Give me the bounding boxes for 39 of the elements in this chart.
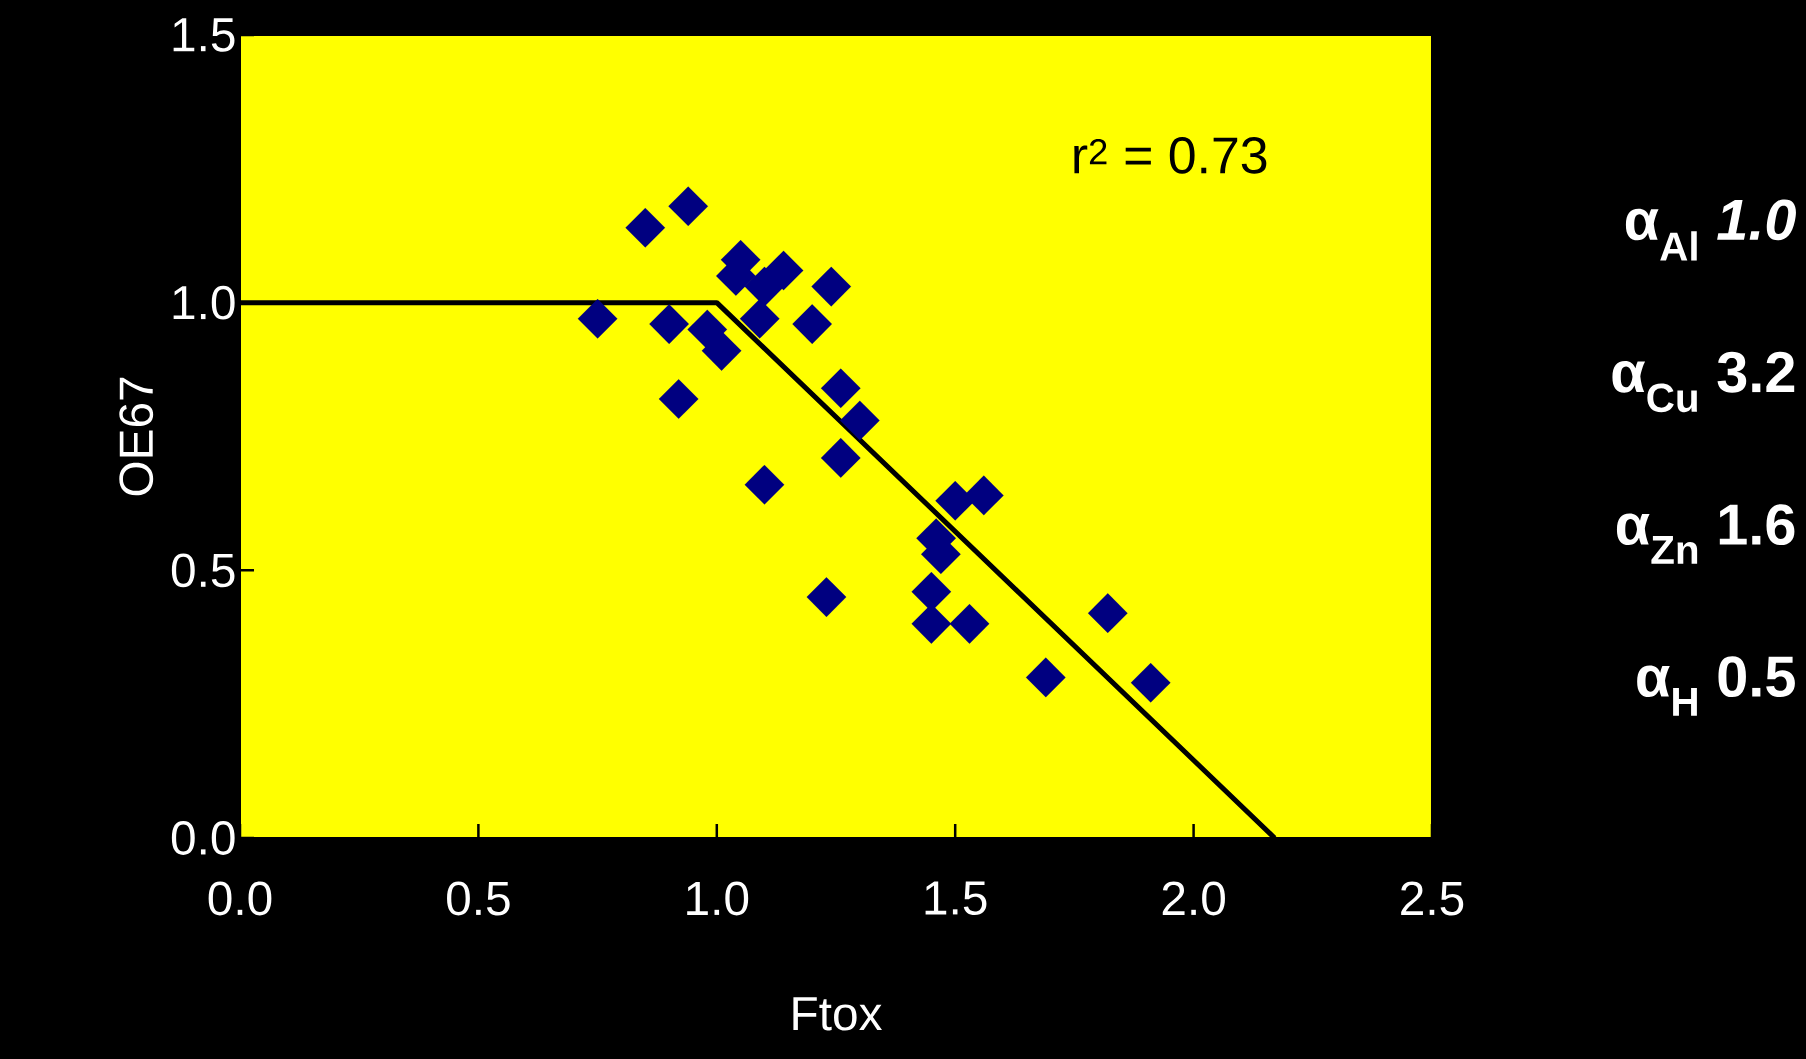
point (911, 604, 952, 644)
point (1087, 593, 1128, 634)
point (577, 298, 618, 339)
point (744, 464, 785, 505)
point (839, 400, 880, 441)
x-axis-title: Ftox (793, 997, 882, 1031)
text: α$_{H}$ 0.5 (1637, 656, 1795, 716)
text: α$_{Al}$ 1.0 (1625, 199, 1796, 261)
text: α$_{Cu}$ 3.2 (1612, 351, 1795, 413)
x-tick-label: 2.5 (1401, 881, 1464, 916)
point (687, 309, 728, 350)
point (806, 577, 847, 617)
point (739, 298, 780, 339)
point (963, 475, 1004, 516)
point (792, 304, 833, 344)
y-tick-label: 0.5 (171, 553, 235, 588)
x-tick-label: 2.0 (1162, 881, 1225, 916)
point (820, 438, 861, 478)
x-tick-label: 1.0 (687, 881, 749, 916)
point (820, 368, 861, 409)
annotation: r$^{2}$ = 0.73 (1074, 137, 1267, 174)
x-tick-label: 1.5 (925, 881, 987, 915)
point (649, 304, 689, 344)
text: α$_{Zn}$ 1.6 (1616, 504, 1795, 564)
point (763, 250, 804, 291)
x-tick-label: 0.5 (447, 881, 510, 916)
point (1130, 662, 1171, 703)
point (701, 330, 742, 371)
y-axis-title: OE67 (119, 377, 154, 496)
y-tick-label: 1.0 (173, 285, 235, 320)
y-tick-label: 0.0 (171, 821, 235, 855)
point (811, 266, 852, 307)
x-tick-label: 0.0 (208, 881, 272, 916)
y-tick-label: 1.5 (173, 18, 235, 52)
point (625, 207, 666, 248)
point (1025, 657, 1066, 698)
point (949, 604, 990, 644)
point (658, 379, 699, 419)
point (668, 186, 709, 227)
